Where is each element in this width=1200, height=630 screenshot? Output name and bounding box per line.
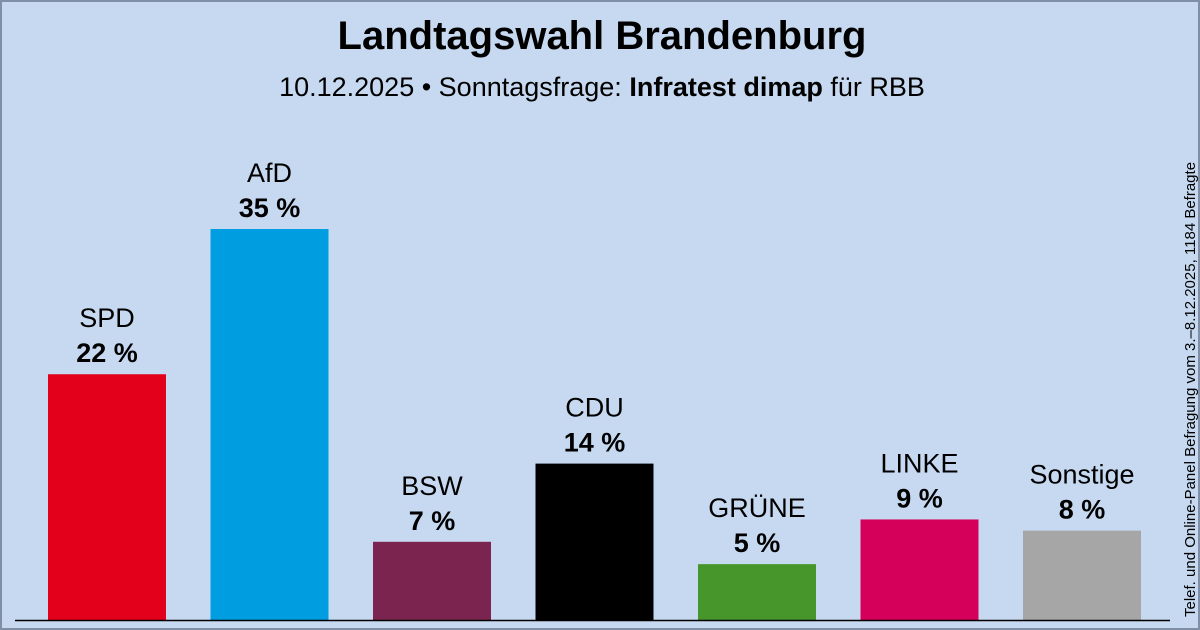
bar-label-spd: SPD xyxy=(79,303,135,333)
subtitle-date-question: 10.12.2025 • Sonntagsfrage: xyxy=(279,72,622,102)
bar-sonstige xyxy=(1023,530,1141,620)
bar-label-bsw: BSW xyxy=(401,471,463,501)
bar-bsw xyxy=(373,541,491,620)
bar-label-sonstige: Sonstige xyxy=(1029,460,1134,490)
subtitle-institute: Infratest dimap xyxy=(629,72,823,102)
bar-label-cdu: CDU xyxy=(565,393,624,423)
chart-title: Landtagswahl Brandenburg xyxy=(337,14,867,58)
bar-label-grne: GRÜNE xyxy=(708,493,806,523)
value-label-grne: 5 % xyxy=(734,528,781,558)
value-label-cdu: 14 % xyxy=(564,428,626,458)
chart-subtitle: 10.12.2025 • Sonntagsfrage: Infratest di… xyxy=(2,72,1200,103)
bar-grne xyxy=(698,564,816,620)
value-label-sonstige: 8 % xyxy=(1059,495,1106,525)
value-label-spd: 22 % xyxy=(76,338,138,368)
bar-spd xyxy=(48,374,166,620)
bar-cdu xyxy=(535,463,654,620)
value-label-afd: 35 % xyxy=(239,193,301,223)
bar-afd xyxy=(210,229,329,620)
bar-linke xyxy=(860,519,979,620)
value-label-bsw: 7 % xyxy=(409,506,456,536)
subtitle-client: für RBB xyxy=(830,72,925,102)
value-label-linke: 9 % xyxy=(896,483,943,513)
bar-label-afd: AfD xyxy=(247,158,292,188)
bar-label-linke: LINKE xyxy=(880,448,958,478)
